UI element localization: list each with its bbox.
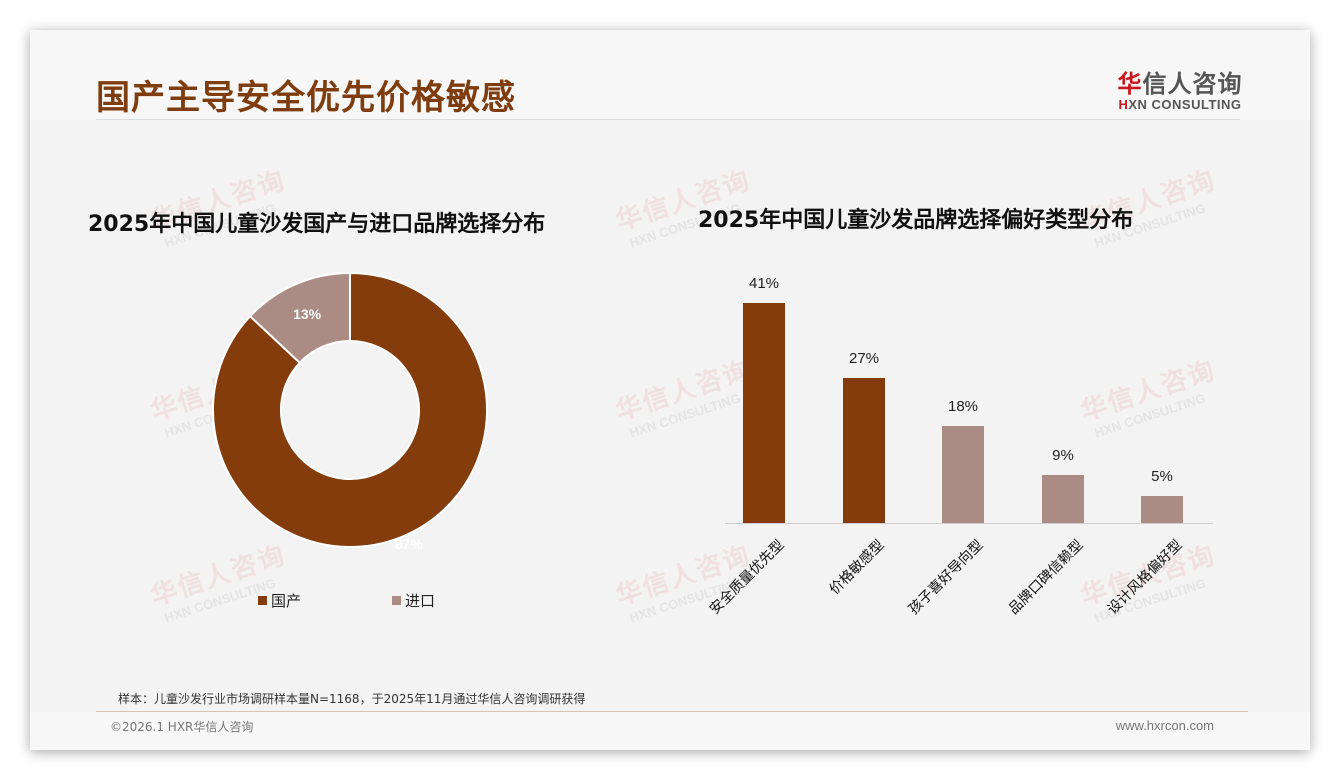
- legend-label: 国产: [271, 592, 302, 610]
- bar: [843, 378, 885, 523]
- x-axis-line: [725, 523, 1213, 524]
- bar-value-label: 41%: [748, 275, 780, 292]
- copyright: ©2026.1 HXR华信人咨询: [110, 720, 254, 734]
- donut-label-domestic: 87%: [394, 535, 423, 552]
- bar-value-label: 27%: [848, 350, 880, 368]
- bar-value-label: 5%: [1151, 468, 1173, 486]
- title-divider: [96, 119, 1240, 120]
- x-axis-label: 品牌口碑信赖型: [1005, 537, 1087, 618]
- legend-item-imported: 进口: [392, 590, 435, 611]
- bar: [1042, 474, 1084, 523]
- logo-en-rest: XN CONSULTING: [1128, 97, 1242, 112]
- donut-chart: 87% 13%: [212, 271, 488, 552]
- legend-label: 进口: [405, 592, 436, 610]
- bar: [942, 426, 984, 523]
- legend-swatch: [392, 596, 401, 605]
- donut-segment: [248, 271, 351, 365]
- donut-chart-svg: [212, 271, 488, 548]
- website-link[interactable]: www.hxrcon.com: [1115, 718, 1214, 733]
- donut-segment: [212, 271, 488, 548]
- logo-english: HXN CONSULTING: [1110, 97, 1250, 112]
- x-axis-label: 孩子喜好导向型: [905, 537, 987, 618]
- x-axis-label: 设计风格偏好型: [1104, 537, 1186, 618]
- page-title: 国产主导安全优先价格敏感: [96, 78, 516, 118]
- company-logo: 华信人咨询 HXN CONSULTING: [1110, 64, 1250, 112]
- logo-en-accent: H: [1118, 97, 1129, 112]
- logo-chinese-rest: 信人咨询: [1142, 70, 1243, 98]
- header-band: [30, 30, 1310, 120]
- legend-item-domestic: 国产: [258, 590, 301, 611]
- footer-band: [30, 712, 1310, 750]
- bar: [1141, 496, 1183, 523]
- slide: 国产主导安全优先价格敏感 华信人咨询 HXN CONSULTING 华信人咨询 H…: [30, 30, 1310, 750]
- x-axis-label: 价格敏感型: [826, 537, 888, 598]
- x-axis-label: 安全质量优先型: [706, 537, 788, 618]
- bar-value-label: 9%: [1052, 446, 1074, 464]
- footer-divider: [96, 711, 1248, 712]
- legend-swatch: [258, 596, 267, 605]
- source-note: 样本：儿童沙发行业市场调研样本量N=1168，于2025年11月通过华信人咨询调…: [118, 692, 586, 706]
- logo-accent-char: 华: [1117, 70, 1143, 98]
- logo-chinese: 华信人咨询: [1110, 64, 1250, 99]
- donut-chart-title: 2025年中国儿童沙发国产与进口品牌选择分布: [88, 212, 546, 237]
- donut-label-imported: 13%: [293, 306, 322, 323]
- bar: [743, 303, 785, 523]
- bar-chart-title: 2025年中国儿童沙发品牌选择偏好类型分布: [698, 208, 1134, 233]
- bar-value-label: 18%: [947, 398, 979, 416]
